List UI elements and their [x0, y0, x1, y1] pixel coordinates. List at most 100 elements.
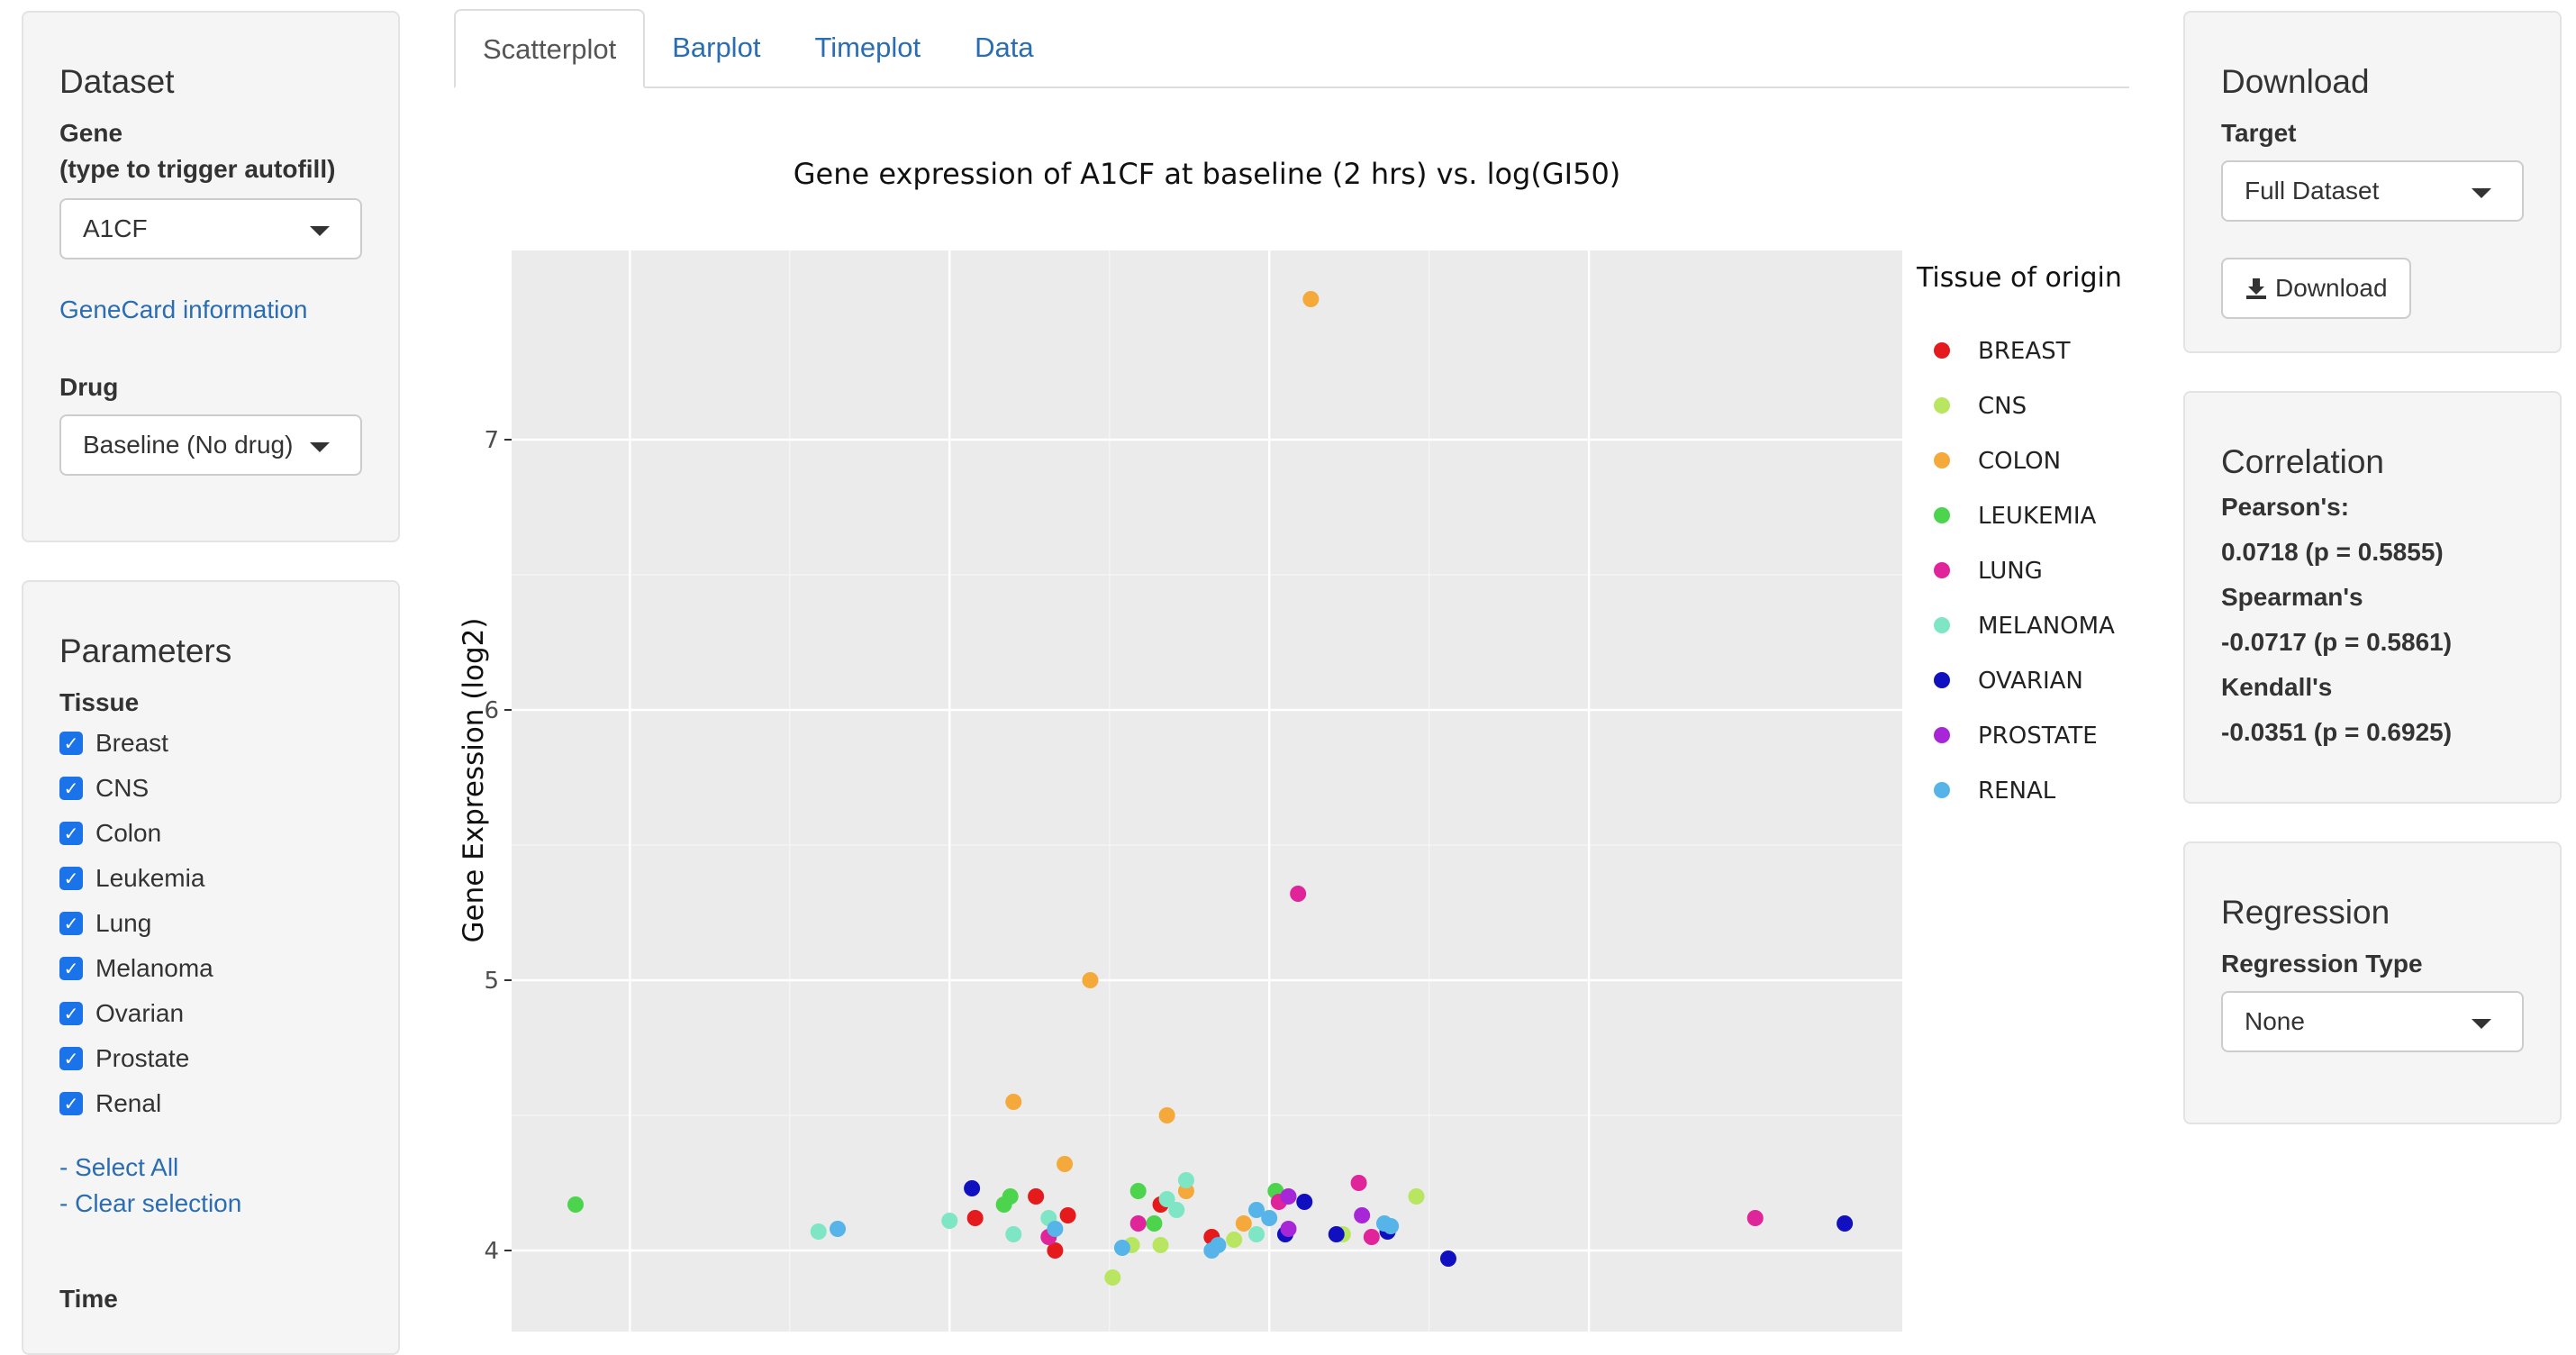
checkbox-checked-icon: ✓: [59, 1047, 83, 1070]
data-point-colon: [1005, 1094, 1022, 1110]
gene-select[interactable]: A1CF: [59, 198, 362, 259]
y-axis-label: Gene Expression (log2): [458, 618, 490, 943]
data-point-ovarian: [1837, 1215, 1854, 1232]
data-point-leukemia: [1146, 1215, 1163, 1232]
regression-type-label: Regression Type: [2221, 950, 2423, 978]
target-select-value: Full Dataset: [2245, 177, 2380, 205]
tissue-checkbox-melanoma[interactable]: ✓ Melanoma: [59, 946, 362, 991]
legend-label-lung: LUNG: [1978, 558, 2043, 585]
data-point-colon: [1235, 1215, 1252, 1232]
tissue-checkbox-prostate[interactable]: ✓ Prostate: [59, 1036, 362, 1081]
legend-label-leukemia: LEUKEMIA: [1978, 503, 2097, 530]
legend-key-prostate: [1934, 727, 1950, 743]
download-button[interactable]: Download: [2221, 258, 2411, 319]
tissue-checkbox-label: CNS: [95, 774, 150, 802]
data-point-renal: [1047, 1221, 1064, 1237]
y-tick-label: 4: [484, 1238, 499, 1265]
y-axis: 4 5 6 7: [484, 427, 512, 1265]
select-all-link[interactable]: - Select All: [59, 1153, 179, 1181]
data-point-ovarian: [964, 1180, 981, 1196]
data-point-melanoma: [1168, 1202, 1185, 1218]
chart-title: Gene expression of A1CF at baseline (2 h…: [794, 157, 1621, 191]
download-icon: [2246, 278, 2266, 299]
tissue-checkbox-list: ✓ Breast ✓ CNS ✓ Colon ✓ Leukemia ✓ Lung ✓ Mel…: [59, 721, 362, 1126]
checkbox-checked-icon: ✓: [59, 822, 83, 845]
target-select[interactable]: Full Dataset: [2221, 160, 2524, 222]
parameters-title: Parameters: [59, 632, 232, 669]
drug-label: Drug: [59, 373, 119, 401]
gene-label-text: Gene: [59, 119, 123, 147]
clear-selection-link[interactable]: - Clear selection: [59, 1189, 242, 1217]
data-point-cns: [1104, 1269, 1121, 1286]
data-point-cns: [1408, 1188, 1425, 1205]
plot-panel: [512, 250, 1902, 1332]
tab-data[interactable]: Data: [975, 32, 1034, 63]
data-point-breast: [966, 1210, 984, 1226]
legend-key-ovarian: [1934, 672, 1950, 688]
tissue-checkbox-lung[interactable]: ✓ Lung: [59, 901, 362, 946]
data-point-renal: [830, 1221, 847, 1237]
tissue-checkbox-label: Prostate: [95, 1044, 190, 1072]
download-button-label: Download: [2275, 274, 2388, 302]
data-point-lung: [1746, 1210, 1764, 1226]
data-point-breast: [1047, 1242, 1064, 1259]
tab-scatterplot[interactable]: Scatterplot: [454, 9, 646, 88]
tissue-checkbox-label: Melanoma: [95, 954, 213, 982]
tissue-checkbox-label: Leukemia: [95, 864, 205, 892]
tissue-checkbox-label: Renal: [95, 1089, 162, 1117]
data-point-melanoma: [810, 1223, 827, 1240]
tissue-checkbox-colon[interactable]: ✓ Colon: [59, 811, 362, 856]
correlation-panel: Correlation Pearson's: 0.0718 (p = 0.585…: [2183, 391, 2562, 804]
data-point-renal: [1210, 1237, 1227, 1253]
data-point-ovarian: [1439, 1250, 1456, 1267]
data-point-breast: [1059, 1207, 1076, 1223]
tissue-checkbox-renal[interactable]: ✓ Renal: [59, 1081, 362, 1126]
legend-key-breast: [1934, 342, 1950, 359]
data-point-renal: [1383, 1218, 1400, 1234]
data-point-colon: [1302, 291, 1320, 307]
dataset-panel: Dataset Gene (type to trigger autofill) …: [22, 11, 400, 542]
data-point-renal: [1113, 1240, 1130, 1256]
data-point-colon: [1158, 1107, 1175, 1123]
data-point-cns: [1152, 1237, 1169, 1253]
tab-barplot[interactable]: Barplot: [672, 32, 761, 63]
data-point-prostate: [1280, 1188, 1297, 1205]
tissue-checkbox-ovarian[interactable]: ✓ Ovarian: [59, 991, 362, 1036]
chevron-down-icon: [2472, 1019, 2491, 1029]
data-point-breast: [1028, 1188, 1045, 1205]
tissue-checkbox-breast[interactable]: ✓ Breast: [59, 721, 362, 766]
plot-grid: [512, 250, 1902, 1332]
data-point-lung: [1290, 886, 1307, 902]
legend-key-renal: [1934, 782, 1950, 798]
download-panel: Download Target Full Dataset Download: [2183, 11, 2562, 353]
legend-key-melanoma: [1934, 617, 1950, 633]
data-point-melanoma: [1158, 1191, 1175, 1207]
checkbox-checked-icon: ✓: [59, 867, 83, 890]
checkbox-checked-icon: ✓: [59, 1002, 83, 1025]
data-point-leukemia: [1129, 1183, 1147, 1199]
y-tick-label: 7: [484, 427, 499, 454]
tissue-label: Tissue: [59, 688, 140, 716]
main-tabs: Scatterplot Barplot Timeplot Data: [454, 9, 2129, 88]
checkbox-checked-icon: ✓: [59, 957, 83, 980]
kendall-label: Kendall's: [2221, 673, 2333, 701]
legend-label-prostate: PROSTATE: [1978, 723, 2098, 750]
tissue-checkbox-cns[interactable]: ✓ CNS: [59, 766, 362, 811]
checkbox-checked-icon: ✓: [59, 1092, 83, 1115]
data-point-colon: [1082, 972, 1099, 988]
data-point-renal: [1248, 1202, 1265, 1218]
genecard-link[interactable]: GeneCard information: [59, 296, 308, 323]
tissue-checkbox-leukemia[interactable]: ✓ Leukemia: [59, 856, 362, 901]
tab-timeplot[interactable]: Timeplot: [814, 32, 921, 63]
data-point-lung: [1363, 1229, 1380, 1245]
data-point-lung: [1350, 1175, 1367, 1191]
data-point-melanoma: [941, 1213, 958, 1229]
regression-type-select[interactable]: None: [2221, 991, 2524, 1052]
data-point-ovarian: [1328, 1226, 1345, 1242]
dataset-title: Dataset: [59, 63, 175, 100]
data-point-renal: [1261, 1210, 1278, 1226]
legend-title: Tissue of origin: [1916, 262, 2122, 294]
data-point-prostate: [1354, 1207, 1371, 1223]
kendall-value: -0.0351 (p = 0.6925): [2221, 718, 2453, 746]
drug-select[interactable]: Baseline (No drug): [59, 414, 362, 476]
